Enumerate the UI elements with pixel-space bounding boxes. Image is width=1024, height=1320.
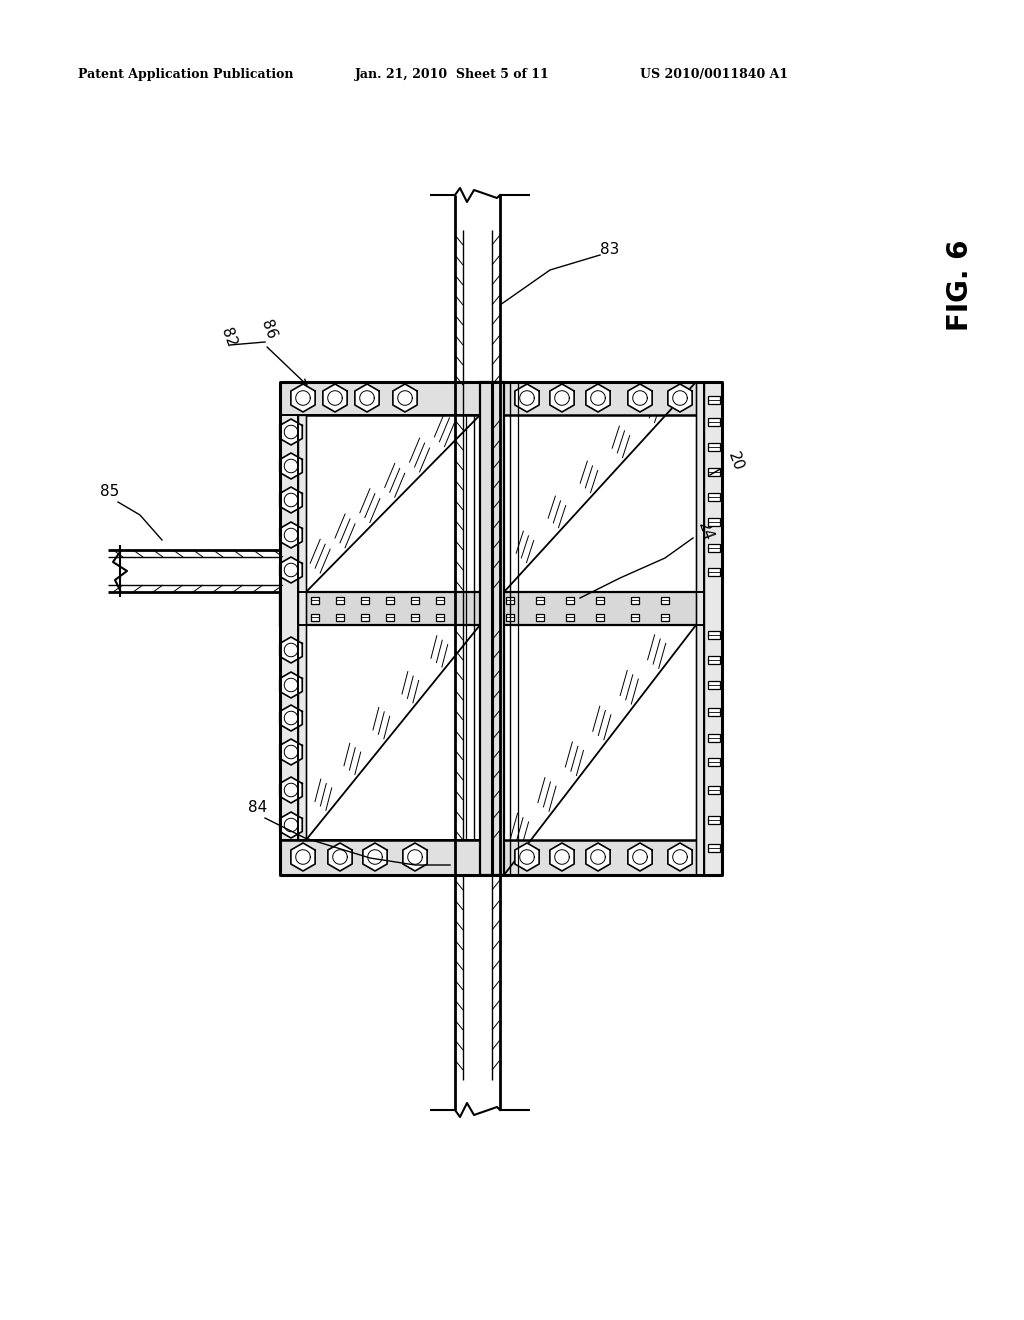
Bar [506, 597, 514, 603]
Bar [708, 517, 720, 525]
Bar [280, 840, 722, 875]
Text: FIG. 6: FIG. 6 [946, 239, 974, 331]
Bar [662, 597, 669, 603]
Text: 83: 83 [600, 243, 620, 257]
Polygon shape [550, 384, 574, 412]
Text: 82: 82 [218, 326, 239, 350]
Polygon shape [402, 843, 427, 871]
Bar [536, 614, 544, 620]
Bar [386, 614, 394, 620]
Bar [280, 591, 722, 624]
Bar [708, 631, 720, 639]
Bar [708, 396, 720, 404]
Bar [506, 614, 514, 620]
Bar [708, 734, 720, 742]
Polygon shape [628, 843, 652, 871]
Bar [708, 758, 720, 766]
Bar [708, 469, 720, 477]
Bar [336, 597, 344, 603]
Bar [662, 614, 669, 620]
Bar [280, 414, 298, 840]
Bar [436, 614, 444, 620]
Bar [336, 614, 344, 620]
Bar [480, 381, 504, 875]
Polygon shape [586, 843, 610, 871]
Polygon shape [280, 453, 302, 479]
Polygon shape [280, 638, 302, 663]
Text: 86: 86 [258, 318, 279, 342]
Bar [708, 708, 720, 715]
Polygon shape [280, 812, 302, 838]
Text: 24: 24 [695, 520, 716, 544]
Bar [280, 381, 722, 414]
Polygon shape [280, 521, 302, 548]
Bar [361, 597, 369, 603]
Polygon shape [668, 384, 692, 412]
Polygon shape [328, 843, 352, 871]
Bar [566, 614, 574, 620]
Polygon shape [280, 487, 302, 513]
Bar [436, 597, 444, 603]
Bar [708, 568, 720, 576]
Text: US 2010/0011840 A1: US 2010/0011840 A1 [640, 69, 788, 81]
Bar [708, 656, 720, 664]
Bar [306, 414, 480, 591]
Polygon shape [550, 843, 574, 871]
Polygon shape [280, 672, 302, 698]
Bar [311, 597, 319, 603]
Bar [504, 381, 696, 591]
Bar [311, 614, 319, 620]
Bar [631, 597, 639, 603]
Bar [631, 614, 639, 620]
Bar [298, 414, 306, 840]
Polygon shape [515, 843, 539, 871]
Polygon shape [362, 843, 387, 871]
Polygon shape [355, 384, 379, 412]
Polygon shape [393, 384, 417, 412]
Bar [708, 544, 720, 552]
Bar [411, 597, 419, 603]
Bar [708, 681, 720, 689]
Polygon shape [628, 384, 652, 412]
Text: 85: 85 [100, 484, 119, 499]
Bar [708, 492, 720, 502]
Bar [596, 614, 604, 620]
Polygon shape [323, 384, 347, 412]
Polygon shape [586, 384, 610, 412]
Bar [566, 597, 574, 603]
Bar [708, 843, 720, 851]
Bar [596, 597, 604, 603]
Text: Jan. 21, 2010  Sheet 5 of 11: Jan. 21, 2010 Sheet 5 of 11 [355, 69, 550, 81]
Bar [708, 444, 720, 451]
Polygon shape [280, 705, 302, 731]
Polygon shape [280, 557, 302, 583]
Bar [708, 785, 720, 795]
Bar [280, 381, 722, 875]
Bar [708, 418, 720, 426]
Polygon shape [291, 843, 315, 871]
Text: 84: 84 [248, 800, 267, 816]
Bar [536, 597, 544, 603]
Polygon shape [280, 418, 302, 445]
Polygon shape [291, 384, 315, 412]
Bar [708, 816, 720, 824]
Bar [306, 624, 480, 840]
Text: 20: 20 [725, 450, 745, 474]
Polygon shape [280, 777, 302, 803]
Text: Patent Application Publication: Patent Application Publication [78, 69, 294, 81]
Bar [696, 381, 705, 875]
Bar [705, 381, 722, 875]
Bar [361, 614, 369, 620]
Bar [411, 614, 419, 620]
Polygon shape [515, 384, 539, 412]
Bar [504, 624, 696, 875]
Polygon shape [668, 843, 692, 871]
Polygon shape [280, 739, 302, 766]
Bar [386, 597, 394, 603]
